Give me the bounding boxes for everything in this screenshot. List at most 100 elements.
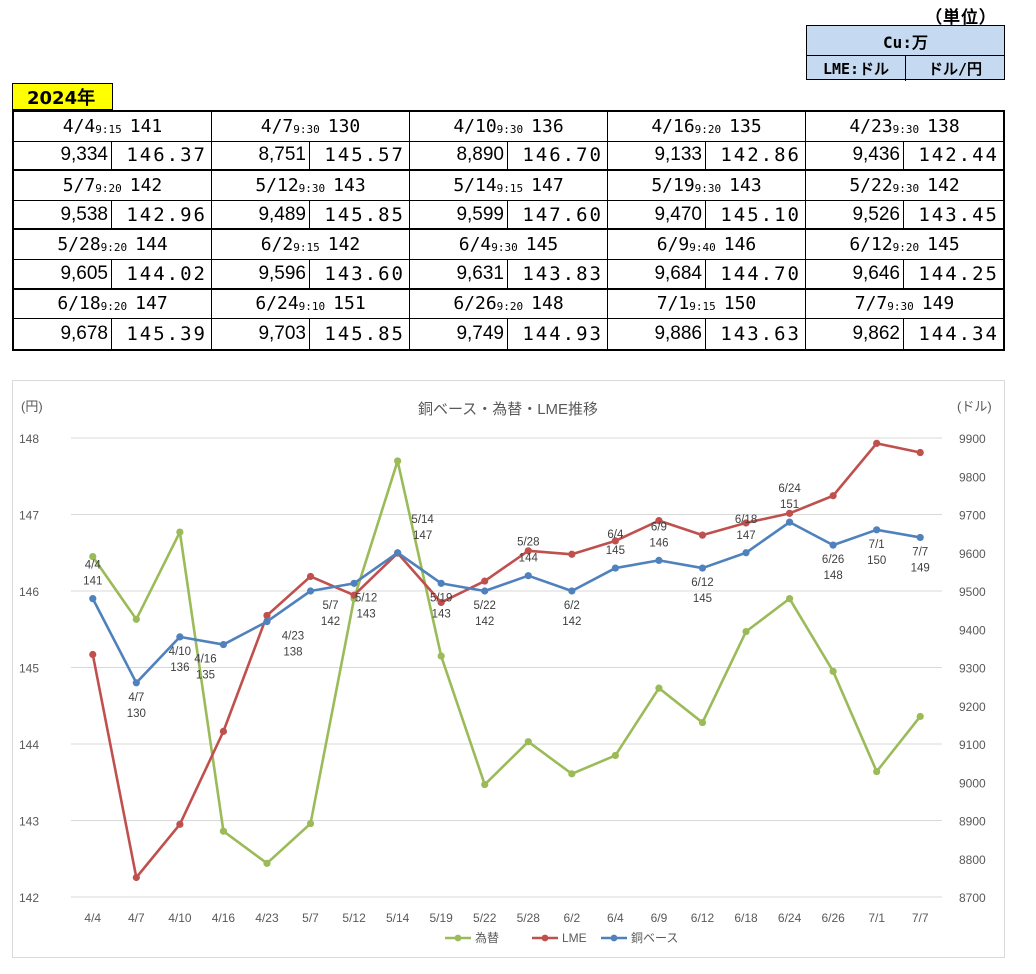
fx-value: 145.10 — [720, 203, 801, 226]
lme-value: 9,631 — [410, 259, 508, 288]
data-point — [437, 598, 445, 607]
table-date-cell: 5/14 9:15 147 — [410, 171, 608, 200]
copper-date-label: 7/7 — [912, 546, 928, 558]
table-date-cell: 6/18 9:20 147 — [14, 289, 212, 319]
fx-value: 144.70 — [720, 262, 801, 285]
lme-value: 9,684 — [608, 259, 706, 288]
data-point — [350, 579, 358, 587]
data-point — [568, 587, 576, 595]
table-date-row: 6/18 9:20 147 6/24 9:10 151 6/26 9:20 148 7/1 9:15… — [14, 289, 1003, 320]
data-point — [306, 587, 315, 595]
data-point — [481, 780, 489, 789]
lme-value: 9,703 — [212, 319, 310, 349]
copper-value-label: 149 — [911, 562, 930, 574]
right-tick-label: 9900 — [959, 432, 986, 446]
copper-value-label: 135 — [196, 670, 215, 682]
data-point — [655, 517, 663, 525]
x-tick-label: 5/22 — [473, 911, 497, 925]
trend-chart: 142 143 144 145 146 147 148 8700 8800 8900 9000 910… — [19, 399, 992, 945]
copper-date-label: 4/4 — [85, 560, 102, 572]
fx-value: 145.85 — [324, 322, 405, 345]
copper-value-label: 142 — [475, 616, 494, 628]
x-tick-label: 5/14 — [386, 911, 410, 925]
table-date-cell: 5/28 9:20 144 — [14, 230, 212, 259]
table-value-cell: 9,886 143.63 — [608, 319, 806, 349]
copper-date-label: 6/18 — [735, 514, 757, 526]
data-point — [89, 650, 97, 659]
left-tick-label: 148 — [19, 432, 39, 446]
copper-value-label: 146 — [649, 537, 668, 549]
right-tick-label: 9300 — [959, 662, 986, 676]
table-date-cell: 4/23 9:30 138 — [849, 115, 960, 137]
data-point — [655, 556, 663, 564]
table-value-cell: 9,678 145.39 — [14, 319, 212, 349]
fx-value: 145.57 — [324, 144, 405, 167]
x-tick-label: 6/4 — [607, 911, 624, 925]
lme-value: 9,436 — [806, 141, 904, 170]
fx-value: 146.70 — [522, 144, 603, 167]
table-date-cell: 4/4 9:15 141 — [14, 112, 212, 141]
copper-date-label: 4/16 — [194, 654, 216, 666]
x-tick-label: 7/7 — [912, 911, 929, 925]
chart-frame: 142 143 144 145 146 147 148 8700 8800 8900 9000 910… — [12, 380, 1005, 958]
copper-date-label: 7/1 — [869, 539, 885, 551]
left-tick-label: 147 — [19, 509, 39, 523]
table-value-cell: 9,334 146.37 — [14, 141, 212, 170]
copper-date-label: 6/26 — [822, 554, 844, 566]
data-point — [176, 820, 184, 828]
data-point — [306, 819, 315, 828]
copper-value-label: 144 — [519, 553, 539, 565]
fx-value: 143.83 — [522, 262, 603, 285]
unit-box: Cu:万 LME:ドル ドル/円 — [806, 25, 1005, 81]
table-date-row: 4/4 9:15 141 4/7 9:30 130 4/10 9:30 136 4/16 9:20 1… — [14, 112, 1003, 142]
lme-value: 9,646 — [806, 259, 904, 288]
data-point — [568, 550, 576, 558]
fx-value: 145.39 — [126, 322, 207, 345]
right-tick-label: 8800 — [959, 853, 986, 867]
table-date-cell: 4/10 9:30 136 — [410, 112, 608, 141]
left-tick-label: 144 — [19, 738, 39, 752]
copper-value-label: 148 — [824, 570, 843, 582]
copper-value-label: 145 — [693, 593, 712, 605]
fx-value: 144.02 — [126, 262, 207, 285]
data-point — [263, 859, 271, 867]
data-point — [785, 518, 794, 526]
x-tick-label: 6/18 — [734, 911, 758, 925]
fx-value: 144.93 — [522, 322, 603, 345]
x-tick-label: 6/24 — [778, 911, 802, 925]
data-point — [829, 492, 837, 500]
data-point — [698, 718, 707, 727]
data-point — [698, 564, 707, 572]
data-point — [89, 552, 97, 561]
data-point — [742, 549, 750, 557]
copper-date-label: 4/23 — [282, 631, 304, 643]
legend-marker — [541, 934, 549, 942]
right-tick-label: 9500 — [959, 585, 986, 599]
table-date-cell: 6/12 9:20 145 — [849, 234, 960, 256]
copper-value-label: 142 — [321, 616, 340, 628]
copper-date-label: 6/9 — [651, 521, 667, 533]
right-tick-label: 9600 — [959, 547, 986, 561]
fx-value: 147.60 — [522, 203, 603, 226]
right-tick-label: 9400 — [959, 623, 986, 637]
copper-date-label: 6/2 — [564, 600, 580, 612]
table-date-cell: 5/12 9:30 143 — [212, 171, 410, 200]
table-date-cell: 6/9 9:40 146 — [608, 230, 806, 259]
chart-title: 銅ベース・為替・LME推移 — [418, 401, 598, 418]
table-date-cell: 5/22 9:30 142 — [849, 174, 960, 196]
unit-header: Cu:万 — [807, 26, 1004, 56]
lme-value: 9,538 — [14, 200, 112, 229]
data-point — [89, 595, 97, 603]
table-value-cell: 9,605 144.02 — [14, 259, 212, 288]
table-value-cell: 8,751 145.57 — [212, 141, 410, 170]
copper-value-label: 136 — [170, 662, 189, 674]
copper-date-label: 6/12 — [691, 577, 713, 589]
fx-value: 142.86 — [720, 144, 801, 167]
data-point — [568, 770, 576, 778]
copper-date-label: 6/24 — [778, 483, 801, 495]
x-tick-label: 5/7 — [302, 911, 319, 925]
table-date-cell: 6/2 9:15 142 — [212, 230, 410, 259]
x-tick-label: 6/26 — [821, 911, 845, 925]
table-date-cell: 6/24 9:10 151 — [212, 289, 410, 319]
data-point — [219, 727, 228, 735]
